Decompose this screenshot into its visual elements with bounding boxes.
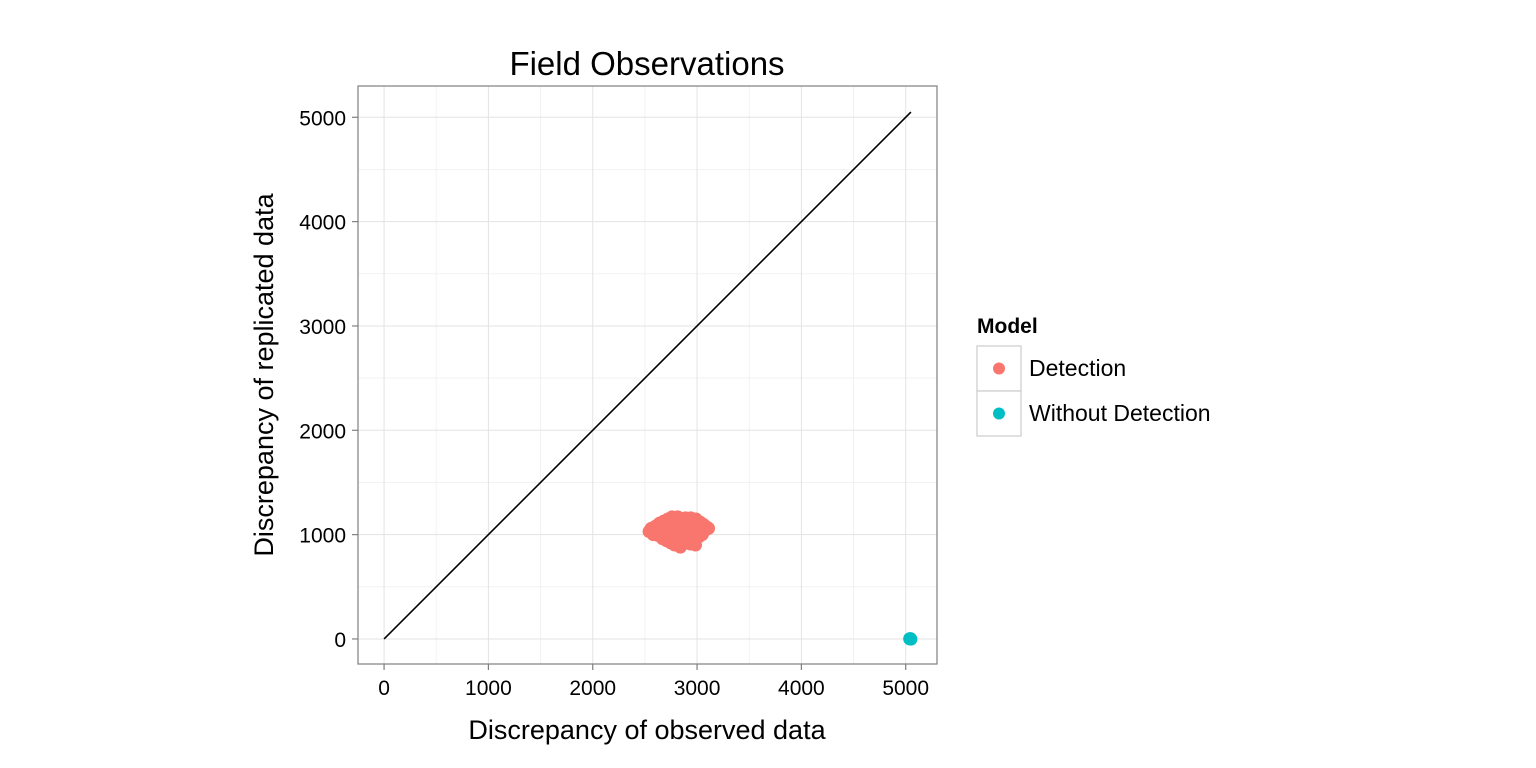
y-tick-label: 0: [334, 629, 346, 652]
x-tick-label: 2000: [569, 677, 616, 700]
x-tick-label: 0: [378, 677, 390, 700]
legend-key-marker: [993, 362, 1005, 375]
x-tick-label: 5000: [882, 677, 929, 700]
reference-line: [383, 111, 912, 640]
data-point-series-0: [702, 521, 716, 535]
data-point-series-0: [654, 519, 668, 533]
y-axis-title: Discrepancy of replicated data: [249, 192, 279, 556]
x-tick-label: 1000: [465, 677, 512, 700]
data-points: [642, 510, 918, 646]
x-tick-label: 4000: [778, 677, 825, 700]
y-tick-label: 4000: [299, 212, 346, 235]
legend: Model Detection Without Detection: [976, 315, 1211, 437]
y-axis: 0 1000 2000 3000 4000 5000: [299, 107, 358, 652]
chart-title: Field Observations: [509, 45, 784, 82]
data-point-series-0: [690, 523, 704, 537]
data-point-series-1: [903, 632, 917, 646]
plot-border: [357, 85, 938, 665]
x-axis: 0 1000 2000 3000 4000 5000: [378, 664, 929, 700]
legend-label: Detection: [1029, 355, 1126, 381]
legend-label: Without Detection: [1029, 400, 1211, 426]
y-tick-label: 1000: [299, 525, 346, 548]
y-tick-label: 5000: [299, 107, 346, 130]
legend-title: Model: [977, 315, 1038, 338]
x-axis-title: Discrepancy of observed data: [468, 715, 826, 745]
y-tick-label: 3000: [299, 316, 346, 339]
y-tick-label: 2000: [299, 420, 346, 443]
legend-key-marker: [993, 407, 1005, 420]
major-gridlines: [358, 86, 937, 664]
minor-gridlines: [358, 86, 937, 664]
x-tick-label: 3000: [674, 677, 721, 700]
